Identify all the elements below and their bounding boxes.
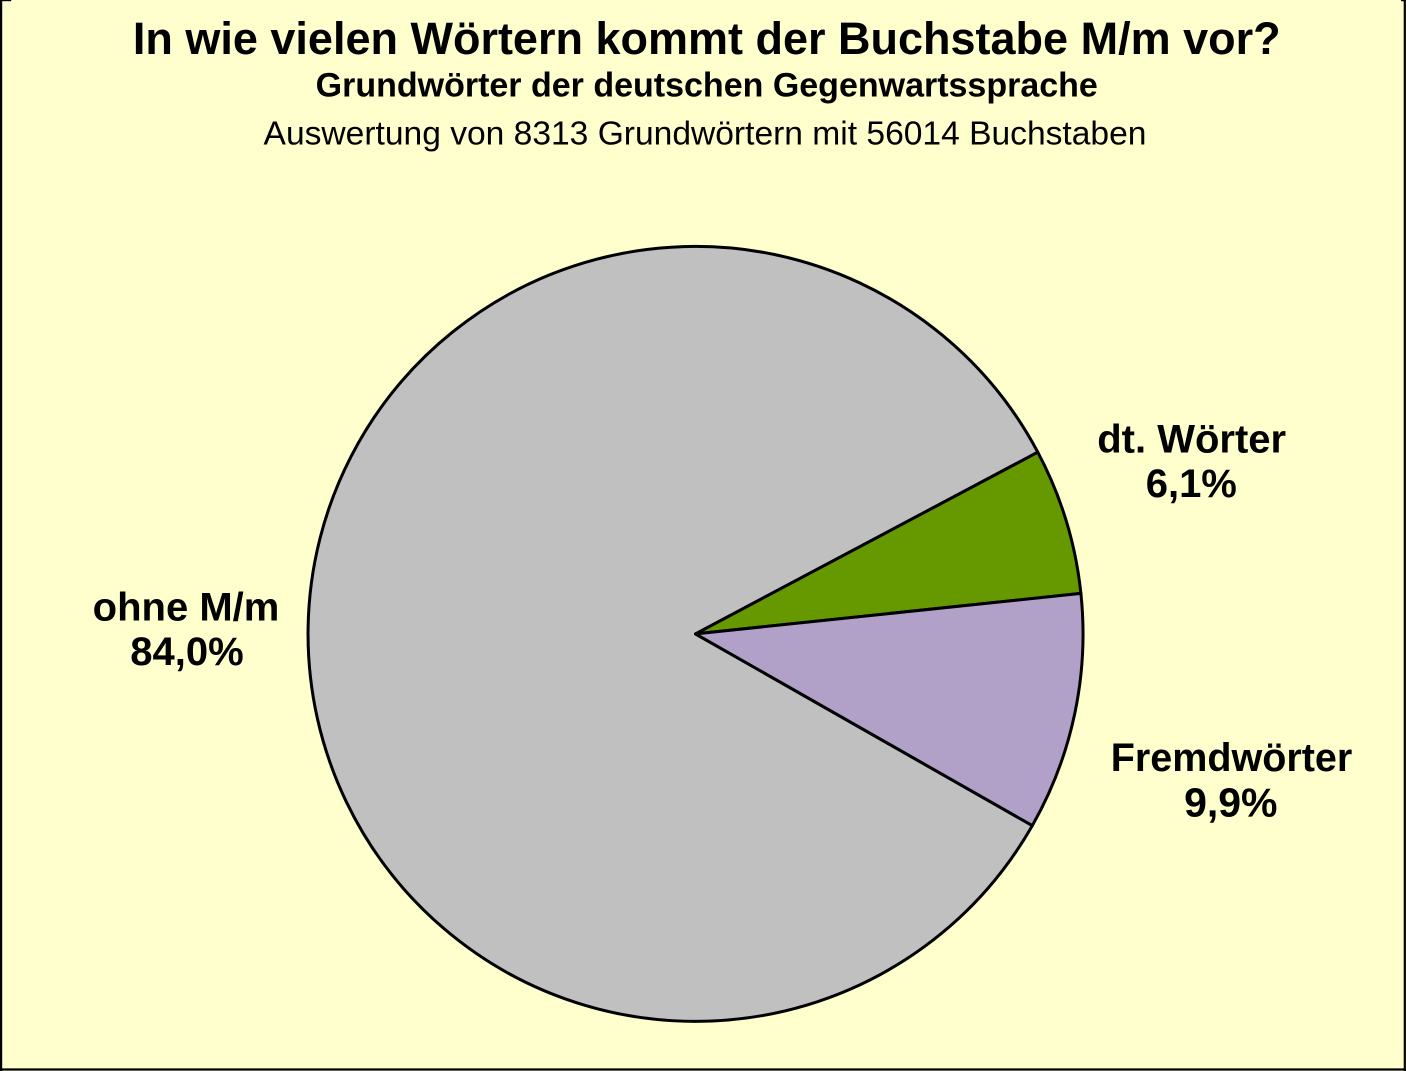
svg-text:ohne M/m: ohne M/m [93, 586, 280, 630]
svg-text:dt. Wörter: dt. Wörter [1097, 417, 1286, 461]
svg-text:Grundwörter der deutschen Gege: Grundwörter der deutschen Gegenwartsspra… [316, 67, 1098, 105]
svg-text:In wie vielen Wörtern kommt de: In wie vielen Wörtern kommt der Buchstab… [133, 13, 1281, 64]
svg-text:6,1%: 6,1% [1146, 462, 1237, 506]
svg-text:Fremdwörter: Fremdwörter [1111, 736, 1352, 780]
svg-text:9,9%: 9,9% [1184, 780, 1277, 826]
svg-text:84,0%: 84,0% [130, 630, 243, 674]
svg-text:Auswertung von 8313 Grundwörte: Auswertung von 8313 Grundwörtern mit 560… [264, 115, 1147, 152]
